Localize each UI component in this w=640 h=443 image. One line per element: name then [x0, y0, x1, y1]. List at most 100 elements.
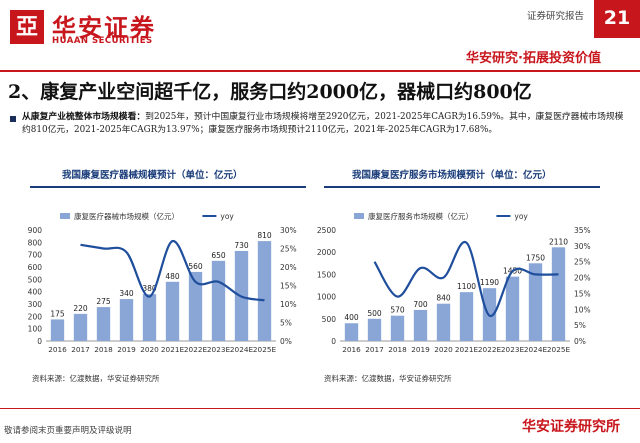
chart2-bar-value-label: 1100 [457, 282, 476, 291]
chart1-xtick-label: 2021E [161, 345, 185, 354]
chart1-yoy-line [80, 240, 265, 302]
chart1-xtick-label: 2022E [184, 345, 208, 354]
logo-english-text: HUAAN SECURITIES [52, 36, 153, 46]
chart1-xtick-label: 2019 [117, 345, 136, 354]
chart1-xtick-label: 2017 [71, 345, 90, 354]
chart2-xtick-label: 2016 [342, 345, 361, 354]
chart1-bar [96, 307, 111, 341]
chart2-bar [436, 303, 451, 341]
chart2-xtick-label: 2020 [434, 345, 453, 354]
chart1-xtick-label: 2020 [140, 345, 159, 354]
chart2-xtick-label: 2017 [365, 345, 384, 354]
chart2-xtick-label: 2023E [501, 345, 525, 354]
chart2-xtick-label: 2025E [547, 345, 571, 354]
chart1-ytick-right: 20% [280, 263, 297, 272]
chart2-ytick-right: 5% [574, 321, 586, 330]
chart1-legend-line-label: yoy [220, 212, 234, 221]
chart1-bar [142, 294, 157, 341]
chart1-ytick-right: 10% [280, 300, 297, 309]
chart1-ytick-left: 900 [28, 226, 43, 235]
chart1-xtick-label: 2016 [48, 345, 67, 354]
chart1-bar [188, 271, 203, 341]
chart2-title: 我国康复医疗服务市场规模预计（单位：亿元） [352, 170, 552, 181]
chart2-ytick-right: 10% [574, 305, 591, 314]
footer-brand: 华安证券研究所 [522, 419, 620, 435]
chart1-bar [257, 241, 272, 341]
chart1-ytick-left: 300 [28, 300, 43, 309]
chart2-bar [505, 276, 520, 341]
chart2-ytick-right: 20% [574, 274, 591, 283]
chart1-legend-bar-swatch [60, 213, 70, 219]
chart1-bar [211, 260, 226, 341]
chart2-bar-value-label: 1190 [480, 278, 499, 287]
chart1-xtick-label: 2023E [207, 345, 231, 354]
chart2-bar-value-label: 1750 [526, 253, 545, 262]
chart2-xtick-label: 2019 [411, 345, 430, 354]
chart2-ytick-right: 30% [574, 242, 591, 251]
footer-divider [0, 408, 640, 409]
slide-title: 2、康复产业空间超千亿，服务口约2000亿，器械口约800亿 [8, 81, 532, 103]
chart2-bar-value-label: 400 [344, 313, 359, 322]
chart1-bar [165, 281, 180, 341]
chart2-xtick-label: 2022E [478, 345, 502, 354]
chart1-ytick-left: 100 [28, 325, 43, 334]
chart1-bar-value-label: 220 [73, 304, 88, 313]
chart1-bar [50, 319, 65, 341]
chart1-source: 资料来源：亿渡数据，华安证券研究所 [32, 374, 160, 383]
chart2-ytick-left: 2500 [317, 226, 336, 235]
chart1-ytick-left: 800 [28, 238, 43, 247]
chart1-xtick-label: 2024E [230, 345, 254, 354]
chart1-xtick-label: 2025E [253, 345, 277, 354]
chart1-bar-value-label: 340 [119, 289, 134, 298]
chart2-plot: 康复医疗服务市场规模（亿元） yoy 0 500 1000 1500 2000 2500 0% 5… [317, 211, 591, 354]
chart1-bar-value-label: 560 [188, 262, 203, 271]
chart2-ytick-left: 1500 [317, 270, 336, 279]
chart1-ytick-right: 5% [280, 319, 292, 328]
chart2-xtick-label: 2021E [455, 345, 479, 354]
chart1-bar-value-label: 730 [234, 241, 249, 250]
chart1-ytick-left: 600 [28, 263, 43, 272]
chart2-legend-line-label: yoy [514, 212, 528, 221]
chart1-title-rule [30, 186, 306, 188]
chart2-ytick-left: 2000 [317, 248, 336, 257]
disclaimer-link[interactable]: 敬请参阅末页重要声明及评级说明 [4, 426, 132, 436]
chart1-xtick-label: 2018 [94, 345, 113, 354]
chart2-source: 资料来源：亿渡数据，华安证券研究所 [324, 374, 452, 383]
chart2-ytick-right: 15% [574, 289, 591, 298]
chart1-ytick-left: 400 [28, 288, 43, 297]
chart2-bar-value-label: 700 [413, 300, 428, 309]
page-number-badge [594, 0, 640, 38]
bullet-square-icon [10, 116, 16, 122]
chart2-bar [344, 323, 359, 341]
chart2-bar [551, 247, 566, 341]
chart2-title-rule [324, 186, 600, 188]
chart2-bar [390, 315, 405, 341]
chart1-bar-value-label: 175 [50, 309, 65, 318]
chart2-legend-bar-swatch [354, 213, 364, 219]
logo-text: 华安证券 [52, 13, 156, 42]
chart2-ytick-left: 0 [331, 337, 336, 346]
chart1-title: 我国康复医疗器械规模预计（单位：亿元） [62, 170, 243, 181]
chart1-legend-bar-label: 康复医疗器械市场规模（亿元） [74, 211, 179, 221]
chart2-bar [367, 318, 382, 341]
chart2-bar-value-label: 2110 [549, 237, 568, 246]
chart1-plot: 康复医疗器械市场规模（亿元） yoy 0 100 200 300 400 500 600 700 8… [28, 211, 297, 354]
logo-glyph: 亞 [15, 14, 38, 40]
chart1-ytick-left: 500 [28, 275, 43, 284]
chart1-ytick-right: 30% [280, 226, 297, 235]
chart1-ytick-left: 700 [28, 251, 43, 260]
brand-slogan: 华安研究·拓展投资价值 [466, 51, 601, 66]
chart1-bar-value-label: 380 [142, 284, 157, 293]
chart2-bar-value-label: 840 [436, 294, 451, 303]
chart1-ytick-left: 200 [28, 312, 43, 321]
bullet-lead: 从康复产业梳整体市场规模看： [22, 112, 146, 122]
chart1-ytick-left: 0 [37, 337, 42, 346]
chart2-yoy-line [373, 241, 559, 317]
chart1-ytick-right: 25% [280, 245, 297, 254]
chart1-bar [119, 299, 134, 341]
chart2-bar-value-label: 570 [390, 306, 405, 315]
chart2-xtick-label: 2018 [388, 345, 407, 354]
chart1-bar-value-label: 275 [96, 297, 111, 306]
chart1-bar [73, 313, 88, 341]
header-divider [0, 70, 640, 72]
